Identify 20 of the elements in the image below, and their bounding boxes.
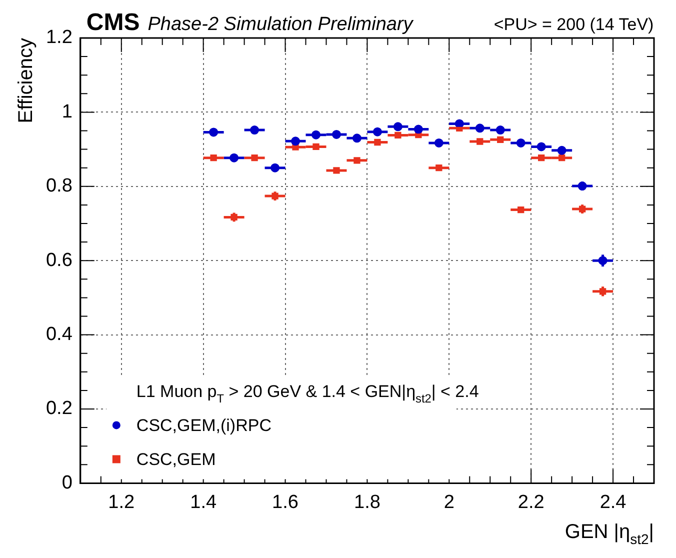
legend-label: CSC,GEM,(i)RPC [136, 416, 272, 436]
y-tick-label: 1 [62, 101, 72, 122]
x-tick-label: 2 [444, 492, 454, 513]
x-tick-label: 1.2 [108, 492, 135, 513]
y-axis-title: Efficiency [15, 38, 37, 124]
y-tick-label: 1.2 [46, 27, 72, 48]
y-tick-label: 0.6 [46, 250, 72, 271]
text: <PU> = 200 (14 TeV) [494, 15, 654, 34]
legend-label: CSC,GEM [136, 450, 216, 470]
chart-title: CMS [86, 9, 140, 36]
x-tick-label: 1.6 [272, 492, 298, 513]
y-tick-label: 0 [62, 472, 72, 494]
y-tick-label: 0.2 [46, 398, 72, 420]
x-tick-label: 2.2 [518, 492, 544, 513]
y-tick-label: 0.8 [46, 176, 72, 197]
x-tick-label: 1.8 [354, 492, 380, 513]
x-tick-label: 1.4 [190, 492, 217, 513]
y-tick-label: 0.4 [46, 324, 73, 346]
chart-subtitle: Phase-2 Simulation Preliminary [148, 14, 414, 35]
x-tick-label: 2.4 [600, 492, 627, 513]
